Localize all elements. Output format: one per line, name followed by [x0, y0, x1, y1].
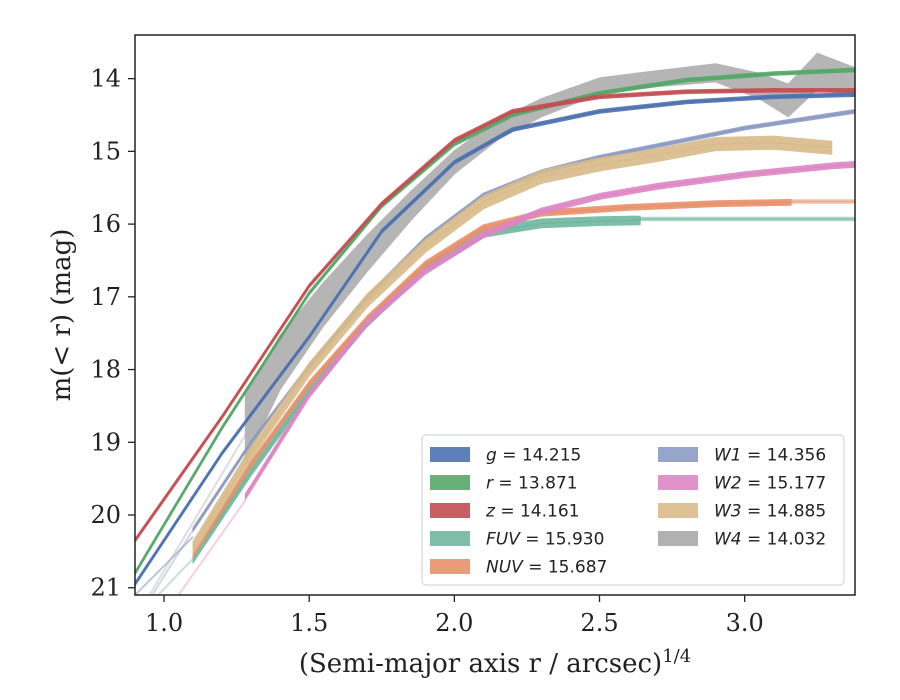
legend-entry-w1: W1 = 14.356: [658, 446, 826, 466]
series-w3-band: [192, 135, 833, 557]
legend-swatch: [430, 559, 470, 574]
legend-entry-w3: W3 = 14.885: [658, 502, 826, 522]
y-tick-label: 17: [90, 283, 121, 311]
series-w3-line: [192, 141, 832, 549]
series-g-line: [135, 93, 855, 585]
series-z-band: [135, 88, 855, 544]
y-tick-label: 18: [90, 356, 121, 384]
x-tick-label: 1.5: [290, 609, 328, 637]
x-axis-label: (Semi-major axis r / arcsec)1/4: [299, 646, 691, 679]
y-tick-label: 21: [90, 574, 121, 602]
legend-label: W4 = 14.032: [714, 530, 826, 550]
legend-label: FUV = 15.930: [486, 530, 604, 550]
legend-entry-w4: W4 = 14.032: [658, 530, 826, 550]
series-nuv-line: [192, 201, 792, 556]
legend-label: z = 14.161: [485, 502, 579, 522]
legend-entry-r: r = 13.871: [430, 474, 578, 494]
legend-box: [421, 434, 845, 586]
legend-label: r = 13.871: [486, 474, 578, 494]
x-tick-label: 2.5: [580, 609, 618, 637]
legend-swatch: [658, 475, 698, 490]
x-tick-label: 3.0: [726, 609, 764, 637]
legend-label: W1 = 14.356: [714, 446, 826, 466]
legend-label: NUV = 15.687: [486, 558, 607, 578]
legend-label: W3 = 14.885: [714, 502, 826, 522]
series-z-line: [135, 89, 855, 541]
legend-swatch: [430, 503, 470, 518]
legend-swatch: [430, 447, 470, 462]
x-axis-label-superscript: 1/4: [662, 646, 691, 667]
legend: g = 14.215 r = 13.871 z = 14.161 FUV = 15.9…: [421, 434, 845, 586]
y-tick-label: 20: [90, 501, 121, 529]
legend-swatch: [430, 475, 470, 490]
y-tick-label: 15: [90, 137, 121, 165]
series-w2-line: [244, 163, 855, 498]
series-fuv-line: [192, 219, 641, 560]
series-w2-band: [244, 160, 855, 502]
y-axis-label: m(< r) (mag): [47, 229, 77, 402]
y-tick-label: 14: [90, 65, 121, 93]
faint-extension-line-3: [177, 499, 247, 595]
faint-extension-line-2: [157, 557, 194, 595]
legend-entry-g: g = 14.215: [430, 446, 581, 466]
legend-swatch: [658, 503, 698, 518]
series-layer: [135, 52, 855, 595]
legend-entry-fuv: FUV = 15.930: [430, 530, 604, 550]
legend-swatch: [430, 531, 470, 546]
legend-entry-nuv: NUV = 15.687: [430, 558, 607, 578]
legend-swatch: [658, 531, 698, 546]
legend-entry-z: z = 14.161: [430, 502, 579, 522]
legend-label: W2 = 15.177: [714, 474, 826, 494]
series-g-band: [135, 92, 855, 587]
ticks-layer: 1.0 1.5 2.0 2.5 3.0 14 15 16 17 18 19 20 21: [90, 65, 763, 637]
y-tick-label: 16: [90, 210, 121, 238]
plot-frame: [134, 34, 856, 596]
faint-extension-line-4: [151, 528, 194, 595]
x-tick-label: 1.0: [145, 609, 183, 637]
y-tick-label: 19: [90, 428, 121, 456]
series-r-line: [135, 69, 855, 574]
faint-extension-line-1: [148, 434, 247, 595]
faint-extension-line-0: [135, 536, 194, 595]
legend-entry-w2: W2 = 15.177: [658, 474, 826, 494]
legend-swatch: [658, 447, 698, 462]
legend-label: g = 14.215: [486, 446, 581, 466]
x-tick-label: 2.0: [435, 609, 473, 637]
series-nuv-band: [192, 198, 792, 560]
